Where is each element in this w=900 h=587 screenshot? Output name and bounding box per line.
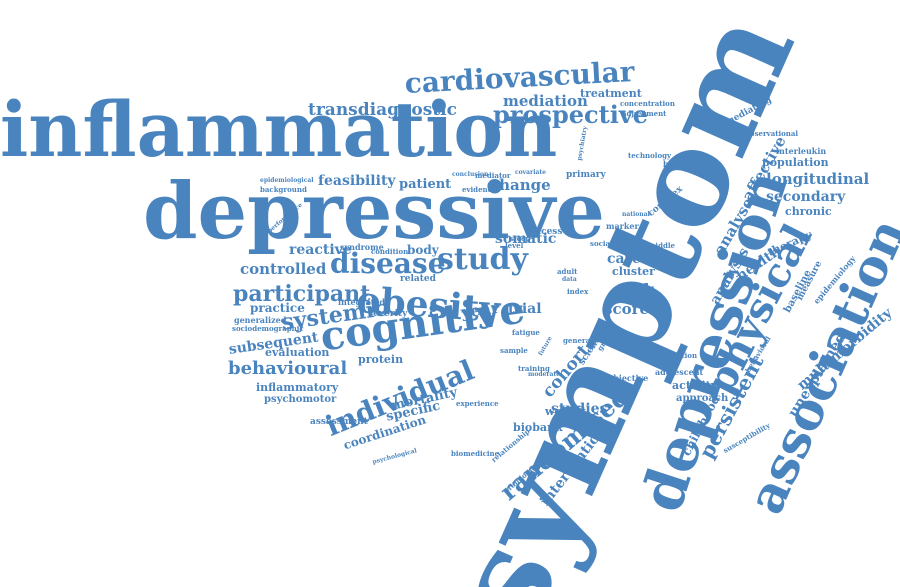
word-assessment: assessment [310, 417, 368, 427]
word-care: care [607, 251, 641, 267]
word-studies: studies [551, 401, 608, 417]
word-longitudinal: longitudinal [766, 170, 870, 188]
word-behavioural: behavioural [228, 358, 348, 379]
word-excess: excess [530, 227, 563, 237]
word-score: score [604, 300, 650, 318]
word-protein: protein [358, 353, 404, 366]
word-somatic: somatic [495, 231, 557, 247]
word-psychiatry: psychiatry [576, 125, 589, 162]
word-reduction: reduction [659, 351, 698, 360]
word-depressive: depressive [143, 166, 605, 257]
word-severity: severity [368, 309, 408, 319]
word-biological: biological [663, 159, 708, 169]
word-social: social [590, 239, 613, 248]
word-conclusion: conclusion [452, 171, 489, 178]
word-level: level [505, 241, 524, 250]
word-data: data [562, 276, 577, 283]
word-approach: approach [676, 393, 729, 404]
word-chronic: chronic [785, 205, 832, 218]
word-experience: experience [456, 399, 499, 408]
word-feasibility: feasibility [318, 173, 396, 189]
word-evaluation: evaluation [265, 346, 330, 359]
word-psychomotor: psychomotor [264, 394, 337, 405]
word-controlled: controlled [240, 260, 327, 278]
word-interleukin: interleukin [776, 146, 827, 156]
word-index: index [567, 287, 589, 296]
word-treatment: treatment [580, 87, 642, 100]
word-training: training [518, 364, 550, 373]
word-biobank: biobank [513, 421, 563, 434]
word-middle: middle [648, 241, 675, 250]
word-reactive: reactive [289, 242, 352, 258]
word-evidence: evidence [462, 185, 497, 194]
word-practice: practice [250, 301, 305, 315]
word-background: background [260, 185, 307, 194]
word-sleep: sleep [510, 234, 531, 243]
word-sample: sample [500, 346, 528, 355]
word-observational: observational [745, 129, 799, 138]
word-moderate: moderate [528, 371, 561, 378]
word-prospective: prospective [493, 100, 649, 129]
word-national: national [622, 211, 650, 218]
word-activity: activity [672, 379, 718, 392]
word-marker: marker [606, 221, 639, 231]
word-risk: risk [620, 280, 655, 299]
word-participant: participant [233, 281, 371, 307]
word-epidemiological: epidemiological [260, 177, 314, 184]
word-integrated: integrated [338, 297, 386, 307]
word-concentration: concentration [620, 99, 675, 108]
word-trial: trial [508, 301, 542, 317]
word-fatigue: fatigue [512, 328, 540, 337]
word-general: general [563, 336, 593, 345]
word-psychological: psychological [371, 447, 418, 466]
word-mediation: mediation [503, 92, 588, 110]
word-secondary: secondary [766, 189, 846, 205]
word-cluster: cluster [612, 265, 655, 278]
word-body: body [407, 243, 439, 257]
word-adult: adult [557, 267, 578, 276]
word-objective: objective [608, 373, 649, 383]
word-syndrome: syndrome [340, 242, 384, 252]
word-transdiagnostic: transdiagnostic [308, 100, 457, 120]
word-adjustment: adjustment [622, 109, 667, 118]
word-generalized: generalized [234, 315, 287, 325]
word-adolescent: adolescent [655, 367, 704, 377]
word-primary: primary [566, 170, 606, 180]
word-sociodemographic: sociodemographic [232, 324, 304, 333]
word-method: method [632, 291, 662, 300]
word-population: population [762, 156, 829, 169]
word-study: study [437, 242, 528, 277]
word-change: change [490, 176, 551, 194]
word-disease: disease [330, 247, 446, 280]
word-related: related [400, 274, 436, 284]
word-covariate: covariate [515, 169, 546, 176]
word-inflammatory: inflammatory [256, 381, 339, 394]
word-inflammation: inflammation [0, 85, 558, 174]
word-patient: patient [399, 177, 452, 192]
word-biomedicine: biomedicine [451, 449, 500, 458]
word-weight: weight [545, 405, 587, 418]
word-technology: technology [628, 151, 672, 160]
word-mediator: mediator [475, 171, 511, 180]
word-condition: condition [371, 247, 409, 256]
